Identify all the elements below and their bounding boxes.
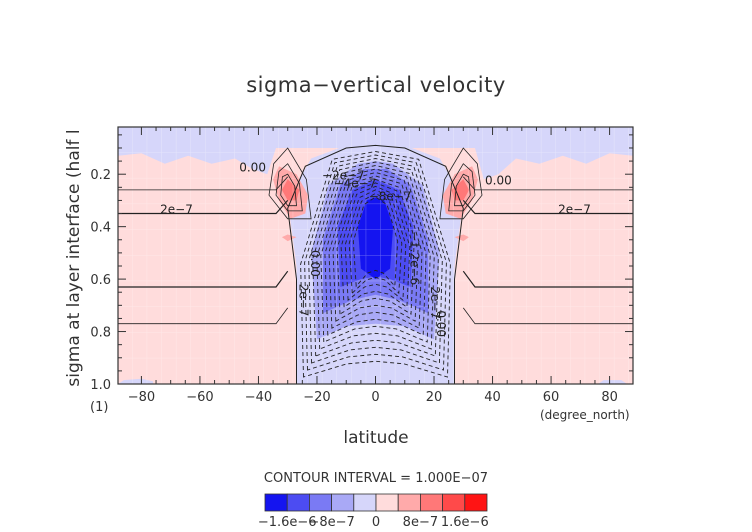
colorbar: −1.6e−6−8e−7 0 8e−7 1.6e−6 (258, 493, 489, 530)
x-tick-label: −80 (128, 390, 155, 405)
colorbar-swatch (442, 493, 466, 512)
colorbar-tick-label: 8e−7 (403, 515, 438, 530)
colorbar-swatch (264, 493, 288, 512)
contour-positive-south-2 (118, 270, 289, 288)
contour-positive-south-1 (118, 200, 289, 215)
colorbar-swatch (419, 493, 443, 512)
colorbar-tick-label: 1.6e−6 (441, 515, 489, 530)
contour-negative-dashed (316, 165, 435, 350)
contour-interval-text: CONTOUR INTERVAL = 1.000E−07 (264, 471, 488, 486)
contour-negative-dashed (344, 189, 407, 301)
contour-negative-dashed (348, 192, 403, 295)
contour-label: 0.00 (485, 174, 512, 188)
contour-label: 2e−7 (160, 203, 193, 217)
x-tick-label: −60 (186, 390, 213, 405)
contour-negative-dashed (336, 182, 415, 315)
contour-label: 2e−7 (558, 203, 591, 217)
contour-negative-dashed (304, 154, 447, 371)
x-tick-label: 80 (601, 390, 618, 405)
contour-positive-south-0 (118, 176, 288, 191)
contour-label: 2e−7 (296, 284, 310, 317)
y-tick-label: 0.8 (90, 326, 111, 341)
x-tick-label: 40 (484, 390, 501, 405)
colorbar-swatch (375, 493, 399, 512)
contour-label: −1.2e−6 (408, 231, 422, 285)
y-tick-label: 0.2 (90, 168, 111, 183)
x-units: (degree_north) (540, 408, 630, 422)
colorbar-swatch (353, 493, 377, 512)
contour-label: 0.00 (434, 310, 448, 337)
contour-negative-dashed (328, 175, 423, 329)
contour-label: 2e−7 (428, 286, 442, 319)
y-axis-label: sigma at layer interface (half l (64, 129, 84, 386)
contour-positive-north-0 (463, 176, 633, 191)
x-tick-label: 0 (371, 390, 379, 405)
y-tick-label: 1.0 (90, 378, 111, 393)
y-tick-label: 0.4 (90, 221, 111, 236)
contour-label: −4e−7 (334, 176, 377, 190)
contour-negative-dashed (332, 178, 419, 322)
x-tick-label: 60 (543, 390, 560, 405)
contour-ascent-ring-south-1 (275, 163, 303, 212)
contour-ascent-ring-north-1 (448, 163, 476, 212)
x-tick-label: 20 (426, 390, 443, 405)
grid-lines (118, 127, 633, 384)
contour-zero (287, 144, 464, 384)
x-tick-label: −20 (303, 390, 330, 405)
contour-ascent-ring-north-2 (454, 173, 471, 207)
contour-negative-dashed (340, 185, 411, 308)
contour-positive-north-1 (462, 200, 633, 215)
contour-label: −2e−7 (322, 168, 365, 182)
colorbar-swatch (464, 493, 488, 512)
contour-label: 0.00 (239, 161, 266, 175)
colorbar-tick-label: −1.6e−6 (258, 515, 317, 530)
colorbar-swatch (331, 493, 355, 512)
contour-positive-north-3 (462, 307, 633, 325)
colorbar-swatch (286, 493, 310, 512)
colorbar-tick-label: 0 (372, 515, 380, 530)
x-tick-label: −40 (245, 390, 272, 405)
contour-positive-south-3 (118, 307, 289, 325)
contour-negative-dashed (320, 168, 431, 343)
contour-negative-dashed (308, 158, 443, 364)
colorbar-swatch (308, 493, 332, 512)
contour-negative-dashed (352, 196, 399, 288)
y-units: (1) (90, 400, 108, 415)
chart-title: sigma−vertical velocity (246, 73, 506, 97)
contour-positive-north-2 (462, 270, 633, 288)
contour-ascent-ring-north-0 (439, 147, 483, 220)
contour-ascent-ring-south-2 (280, 173, 297, 207)
colorbar-swatch (397, 493, 421, 512)
contour-negative-dashed (300, 151, 451, 378)
colorbar-tick-label: −8e−7 (308, 515, 354, 530)
contour-label: −8e−7 (369, 189, 412, 203)
contour-ascent-ring-south-0 (268, 147, 312, 220)
y-tick-label: 0.6 (90, 273, 111, 288)
x-axis-label: latitude (343, 428, 408, 448)
contour-label: 0.00 (308, 250, 322, 277)
